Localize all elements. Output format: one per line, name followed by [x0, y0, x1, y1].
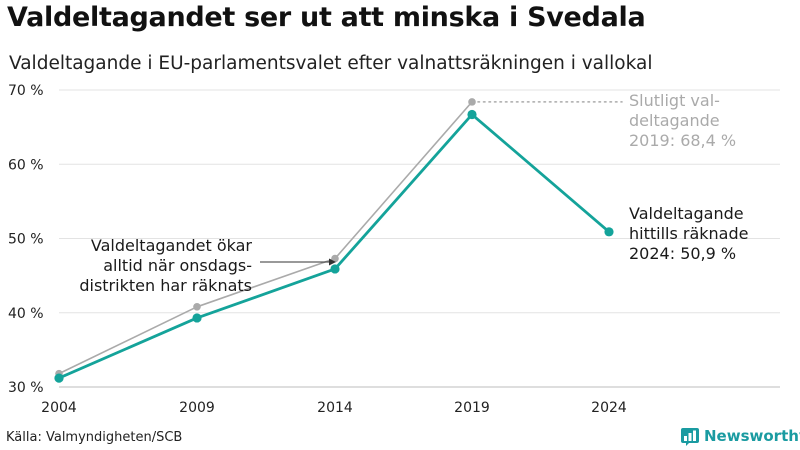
current-turnout-label: Valdeltagande	[629, 204, 744, 223]
data-point-election_night	[192, 313, 202, 323]
final-turnout-label: deltagande	[629, 111, 720, 130]
increase-note-label: Valdeltagandet ökar	[91, 236, 253, 255]
data-point-election_night	[467, 109, 477, 120]
x-tick-label: 2024	[591, 400, 627, 416]
y-tick-label: 40 %	[8, 306, 44, 322]
data-point-final	[193, 303, 201, 311]
data-point-final	[468, 98, 476, 106]
x-tick-label: 2014	[317, 400, 353, 416]
current-turnout-label: 2024: 50,9 %	[629, 244, 736, 263]
data-point-final	[331, 254, 339, 263]
x-tick-label: 2004	[41, 400, 77, 416]
current-turnout-label: hittills räknade	[629, 224, 748, 243]
chart-subtitle: Valdeltagande i EU-parlamentsvalet efter…	[9, 53, 653, 74]
data-point-election_night	[54, 373, 64, 383]
y-tick-label: 30 %	[8, 380, 44, 396]
increase-note-label: alltid när onsdags-	[103, 256, 252, 275]
brand-name: Newsworthy	[704, 427, 800, 445]
y-tick-label: 70 %	[8, 83, 44, 99]
x-tick-label: 2009	[179, 400, 215, 416]
newsworthy-logo-icon	[681, 428, 699, 446]
source-note: Källa: Valmyndigheten/SCB	[6, 430, 183, 445]
data-point-election_night	[330, 264, 340, 274]
x-tick-label: 2019	[454, 400, 490, 416]
chart-title: Valdeltagandet ser ut att minska i Sveda…	[7, 2, 646, 33]
series-line-final	[58, 101, 473, 375]
increase-note-label: distrikten har räknats	[79, 276, 252, 295]
y-tick-label: 60 %	[8, 157, 44, 173]
y-tick-label: 50 %	[8, 232, 44, 248]
final-turnout-label: 2019: 68,4 %	[629, 131, 736, 150]
data-point-election_night	[604, 227, 614, 237]
brand-logo: Newsworthy	[680, 426, 800, 446]
annotation-arrow-head	[329, 258, 336, 266]
final-turnout-label: Slutligt val-	[629, 91, 720, 110]
